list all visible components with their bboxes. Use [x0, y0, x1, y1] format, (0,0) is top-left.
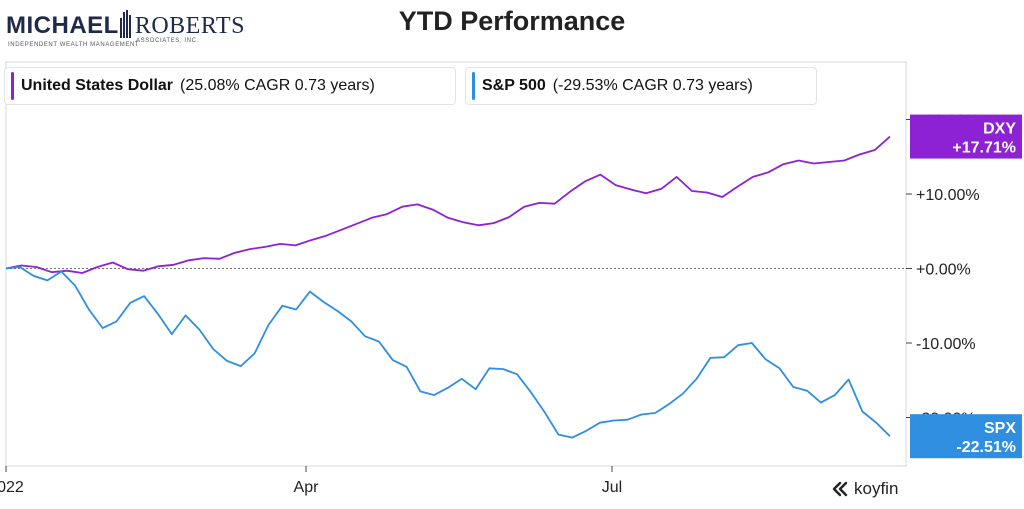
x-tick-label: 2022: [0, 479, 24, 496]
koyfin-icon: [832, 481, 848, 497]
legend-stats-spx: (-29.53% CAGR 0.73 years): [552, 77, 753, 94]
plot-area-border: [5, 61, 907, 467]
legend-item-dxy[interactable]: United States Dollar (25.08% CAGR 0.73 y…: [4, 67, 456, 105]
y-tick-label: +0.00%: [916, 262, 971, 279]
logo-tagline-right: ASSOCIATES, INC.: [136, 38, 199, 44]
logo-building-icon: [120, 10, 132, 38]
legend-swatch-dxy: [11, 72, 14, 100]
logo-wordmark: MICHAEL ROBERTS: [6, 12, 245, 39]
legend-name-spx: S&P 500: [482, 77, 546, 94]
y-tick-label: -10.00%: [916, 336, 976, 353]
end-label-box-dxy: [910, 114, 1022, 159]
legend-stats-dxy: (25.08% CAGR 0.73 years): [180, 77, 375, 94]
logo: MICHAEL ROBERTS INDEPENDENT WEALTH MANAGE…: [4, 4, 244, 50]
chart-title: YTD Performance: [398, 6, 626, 36]
legend-swatch-spx: [472, 72, 475, 100]
series-line-spx: [5, 266, 891, 439]
x-tick-label: Apr: [294, 479, 320, 496]
logo-tagline-left: INDEPENDENT WEALTH MANAGEMENT: [8, 42, 140, 48]
legend-item-spx[interactable]: S&P 500 (-29.53% CAGR 0.73 years): [465, 67, 817, 105]
end-label-ticker-dxy: DXY: [983, 121, 1016, 138]
koyfin-watermark: koyfin: [832, 479, 898, 499]
end-label-value-dxy: +17.71%: [952, 140, 1016, 157]
koyfin-label: koyfin: [854, 479, 899, 498]
end-label-box-spx: [910, 414, 1022, 459]
end-label-ticker-spx: SPX: [984, 420, 1016, 437]
x-tick-label: Jul: [602, 479, 622, 496]
y-tick-label: +10.00%: [916, 187, 980, 204]
legend-name-dxy: United States Dollar: [21, 77, 174, 94]
end-label-value-spx: -22.51%: [956, 439, 1016, 456]
series-line-dxy: [5, 135, 891, 274]
